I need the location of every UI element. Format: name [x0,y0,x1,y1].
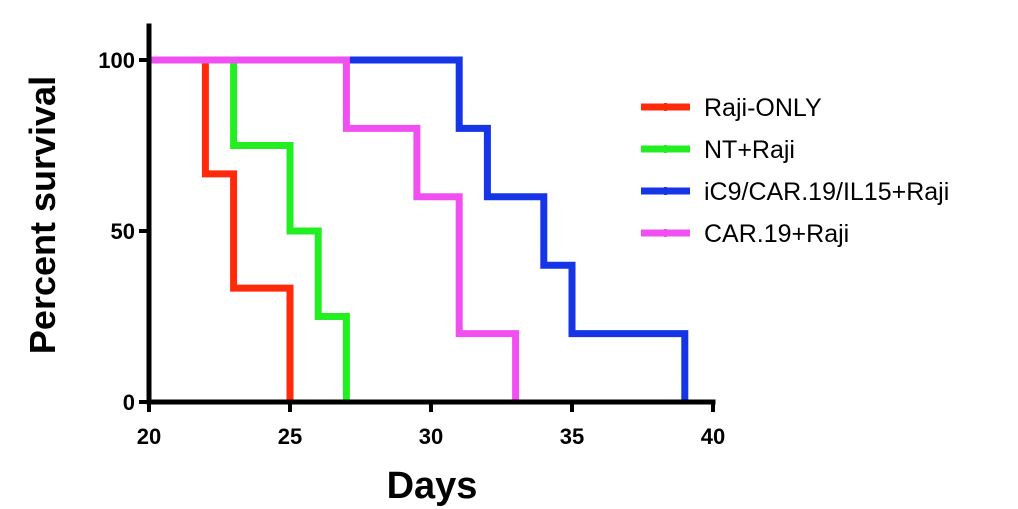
series-line-raji-only [149,56,294,402]
series-layer [148,56,689,403]
legend-label-raji-only: Raji-ONLY [704,94,822,122]
x-tick-label-4: 40 [701,424,725,449]
x-axis-title: Days [387,465,478,507]
x-tick-label-3: 35 [560,424,584,449]
series-line-nt-raji [149,56,350,402]
legend: Raji-ONLY NT+Raji iC9/CAR.19/IL15+Raji CAR.… [641,94,949,248]
y-axis-title: Percent survival [22,76,63,354]
y-ticks: 0 50 100 [98,48,149,415]
legend-label-nt-raji: NT+Raji [704,136,795,164]
x-tick-label-1: 25 [278,424,302,449]
x-tick-label-2: 30 [419,424,443,449]
series-line-ic9-car-19-il15-raji [149,56,689,402]
y-tick-label-2: 100 [98,48,135,73]
x-ticks: 20 25 30 35 40 [137,402,725,449]
y-tick-label-0: 0 [123,390,135,415]
x-tick-label-0: 20 [137,424,161,449]
y-tick-label-1: 50 [111,219,135,244]
legend-label-car-19-raji: CAR.19+Raji [704,220,849,248]
legend-label-ic9-car-19-il15-raji: iC9/CAR.19/IL15+Raji [704,178,949,206]
